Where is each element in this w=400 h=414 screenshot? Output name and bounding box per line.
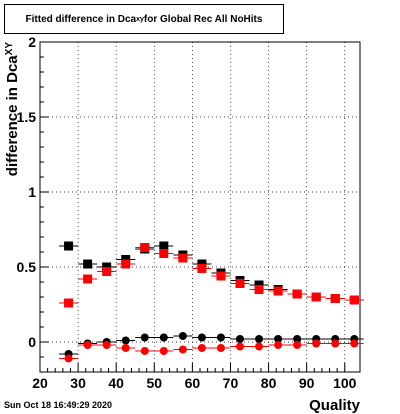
data-point-circle (121, 344, 130, 352)
data-point-circle (121, 336, 130, 345)
data-point-circle (255, 342, 264, 351)
data-point-circle (293, 335, 302, 343)
data-point-square (140, 243, 150, 252)
x-tick-label: 100 (333, 375, 357, 391)
data-point-square (235, 279, 245, 288)
data-point-circle (197, 333, 206, 342)
y-tick-label: 0.5 (17, 259, 37, 275)
data-point-square (311, 292, 321, 302)
data-point-circle (178, 345, 187, 354)
data-point-circle (197, 344, 206, 352)
data-point-square (292, 289, 302, 299)
data-point-square (159, 241, 169, 251)
data-point-circle (312, 339, 321, 348)
data-point-circle (350, 339, 359, 348)
x-tick-label: 70 (223, 375, 239, 391)
x-tick-label: 90 (299, 375, 315, 391)
chart-title-prefix: Fitted difference in Dca (25, 13, 137, 25)
data-point-circle (274, 335, 283, 343)
x-tick-label: 60 (185, 375, 201, 391)
y-tick-label: 0 (28, 334, 36, 350)
data-point-circle (140, 333, 149, 342)
data-point-circle (274, 341, 283, 349)
data-point-circle (64, 354, 73, 363)
chart-title-subscript: xy (136, 15, 144, 23)
y-axis-label: difference in DcaXY (4, 42, 21, 177)
data-point-circle (216, 344, 225, 352)
data-point-square (254, 285, 264, 294)
chart-title-suffix: for Global Rec All NoHits (143, 13, 263, 25)
y-tick-label: 2 (28, 34, 36, 50)
data-point-circle (159, 347, 168, 355)
x-tick-label: 50 (146, 375, 162, 391)
data-point-square (102, 267, 112, 276)
chart-title: Fitted difference in Dca xy for Global Re… (4, 4, 284, 34)
data-point-square (216, 271, 226, 281)
y-tick-label: 1 (28, 184, 36, 200)
y-axis-label-main: difference in Dca (4, 55, 21, 177)
data-point-circle (236, 335, 244, 343)
x-tick-label: 30 (70, 375, 86, 391)
data-point-circle (236, 342, 244, 351)
data-point-square (64, 298, 74, 308)
plot-frame (39, 41, 361, 373)
data-point-square (349, 295, 359, 305)
data-point-circle (293, 341, 302, 349)
data-point-square (197, 264, 207, 273)
axis-ticks: 20 30 40 50 60 70 80 90 100 0 0.5 1 1.5 2 (17, 34, 357, 391)
grid (40, 42, 360, 372)
data-point-circle (159, 333, 168, 342)
data-point-circle (331, 339, 340, 348)
data-point-square (273, 286, 283, 296)
x-tick-label: 80 (261, 375, 277, 391)
x-tick-label: 40 (108, 375, 124, 391)
data-point-square (83, 274, 93, 284)
data-point-circle (83, 341, 92, 349)
data-point-square (178, 253, 188, 263)
data-point-square (121, 259, 131, 269)
x-tick-label: 20 (32, 375, 48, 391)
data-point-square (64, 241, 74, 251)
timestamp: Sun Oct 18 16:49:29 2020 (4, 400, 113, 410)
y-axis-label-subscript: XY (4, 42, 15, 56)
data-point-circle (102, 341, 111, 349)
data-point-square (83, 259, 93, 269)
y-tick-label: 1.5 (17, 109, 37, 125)
data-point-square (330, 294, 340, 303)
data-point-square (159, 249, 169, 258)
data-point-circle (140, 347, 149, 355)
x-axis-label: Quality (309, 397, 361, 414)
data-point-circle (216, 333, 225, 342)
data-point-circle (178, 332, 187, 340)
data-point-circle (255, 335, 264, 343)
data-marks (59, 241, 364, 363)
